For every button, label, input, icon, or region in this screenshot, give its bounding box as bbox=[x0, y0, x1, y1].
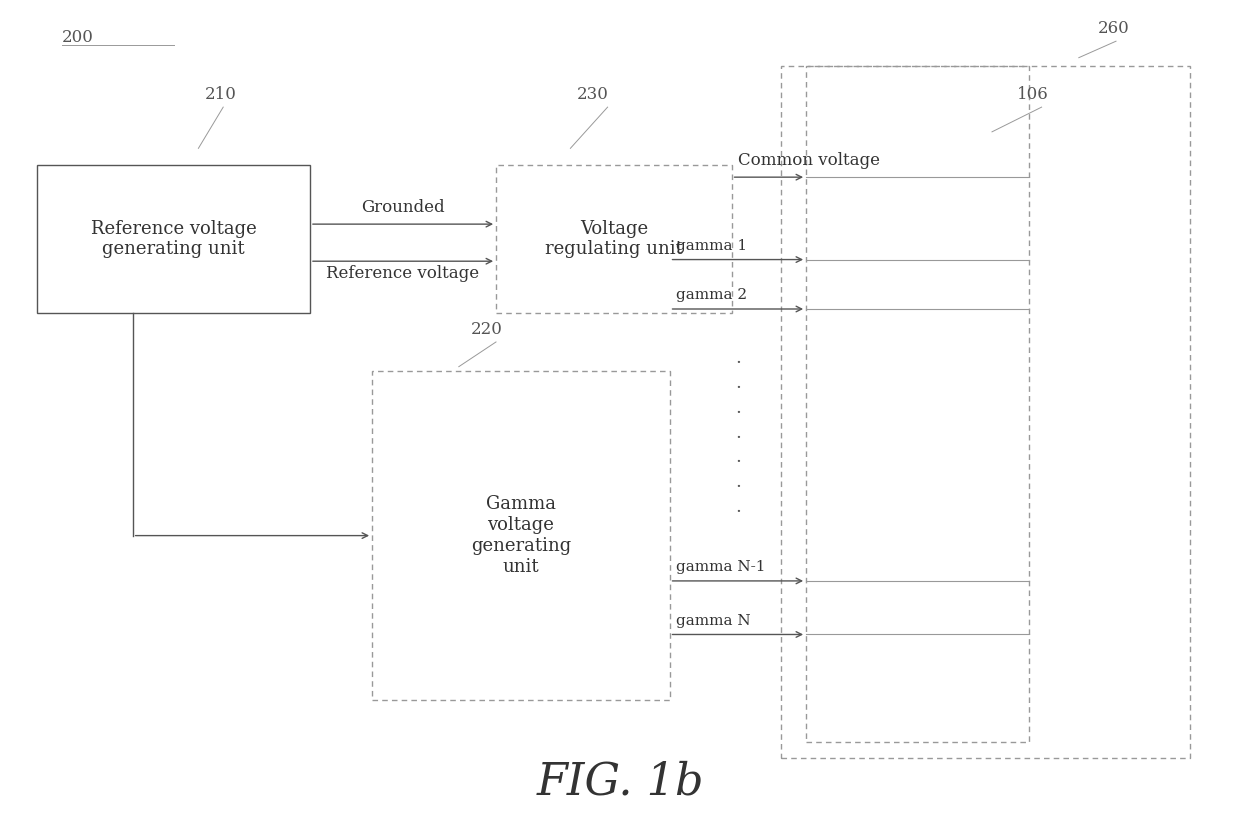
Text: .: . bbox=[735, 498, 740, 516]
Text: Reference voltage: Reference voltage bbox=[326, 265, 480, 283]
Text: gamma N-1: gamma N-1 bbox=[676, 560, 765, 574]
Text: .: . bbox=[735, 374, 740, 392]
Bar bbox=[372, 371, 670, 700]
Text: .: . bbox=[735, 473, 740, 491]
Text: FIG. 1b: FIG. 1b bbox=[536, 761, 704, 803]
Text: gamma 1: gamma 1 bbox=[676, 239, 746, 253]
Text: Gamma
voltage
generating
unit: Gamma voltage generating unit bbox=[471, 495, 570, 576]
Bar bbox=[37, 165, 310, 313]
Text: 230: 230 bbox=[577, 86, 609, 103]
Text: Voltage
regulating unit: Voltage regulating unit bbox=[544, 219, 683, 259]
Text: 220: 220 bbox=[471, 321, 503, 338]
Text: .: . bbox=[735, 349, 740, 368]
Text: Grounded: Grounded bbox=[361, 199, 445, 216]
Text: 106: 106 bbox=[1017, 86, 1049, 103]
Text: Reference voltage
generating unit: Reference voltage generating unit bbox=[91, 219, 257, 259]
Text: gamma 2: gamma 2 bbox=[676, 288, 746, 302]
Bar bbox=[496, 165, 732, 313]
Text: Common voltage: Common voltage bbox=[738, 152, 880, 169]
Text: 200: 200 bbox=[62, 29, 94, 46]
Bar bbox=[806, 66, 1029, 742]
Text: 210: 210 bbox=[205, 86, 237, 103]
Bar bbox=[781, 66, 1190, 758]
Text: .: . bbox=[735, 448, 740, 466]
Text: 260: 260 bbox=[1097, 20, 1130, 37]
Text: gamma N: gamma N bbox=[676, 614, 750, 628]
Text: .: . bbox=[735, 424, 740, 442]
Text: .: . bbox=[735, 399, 740, 417]
